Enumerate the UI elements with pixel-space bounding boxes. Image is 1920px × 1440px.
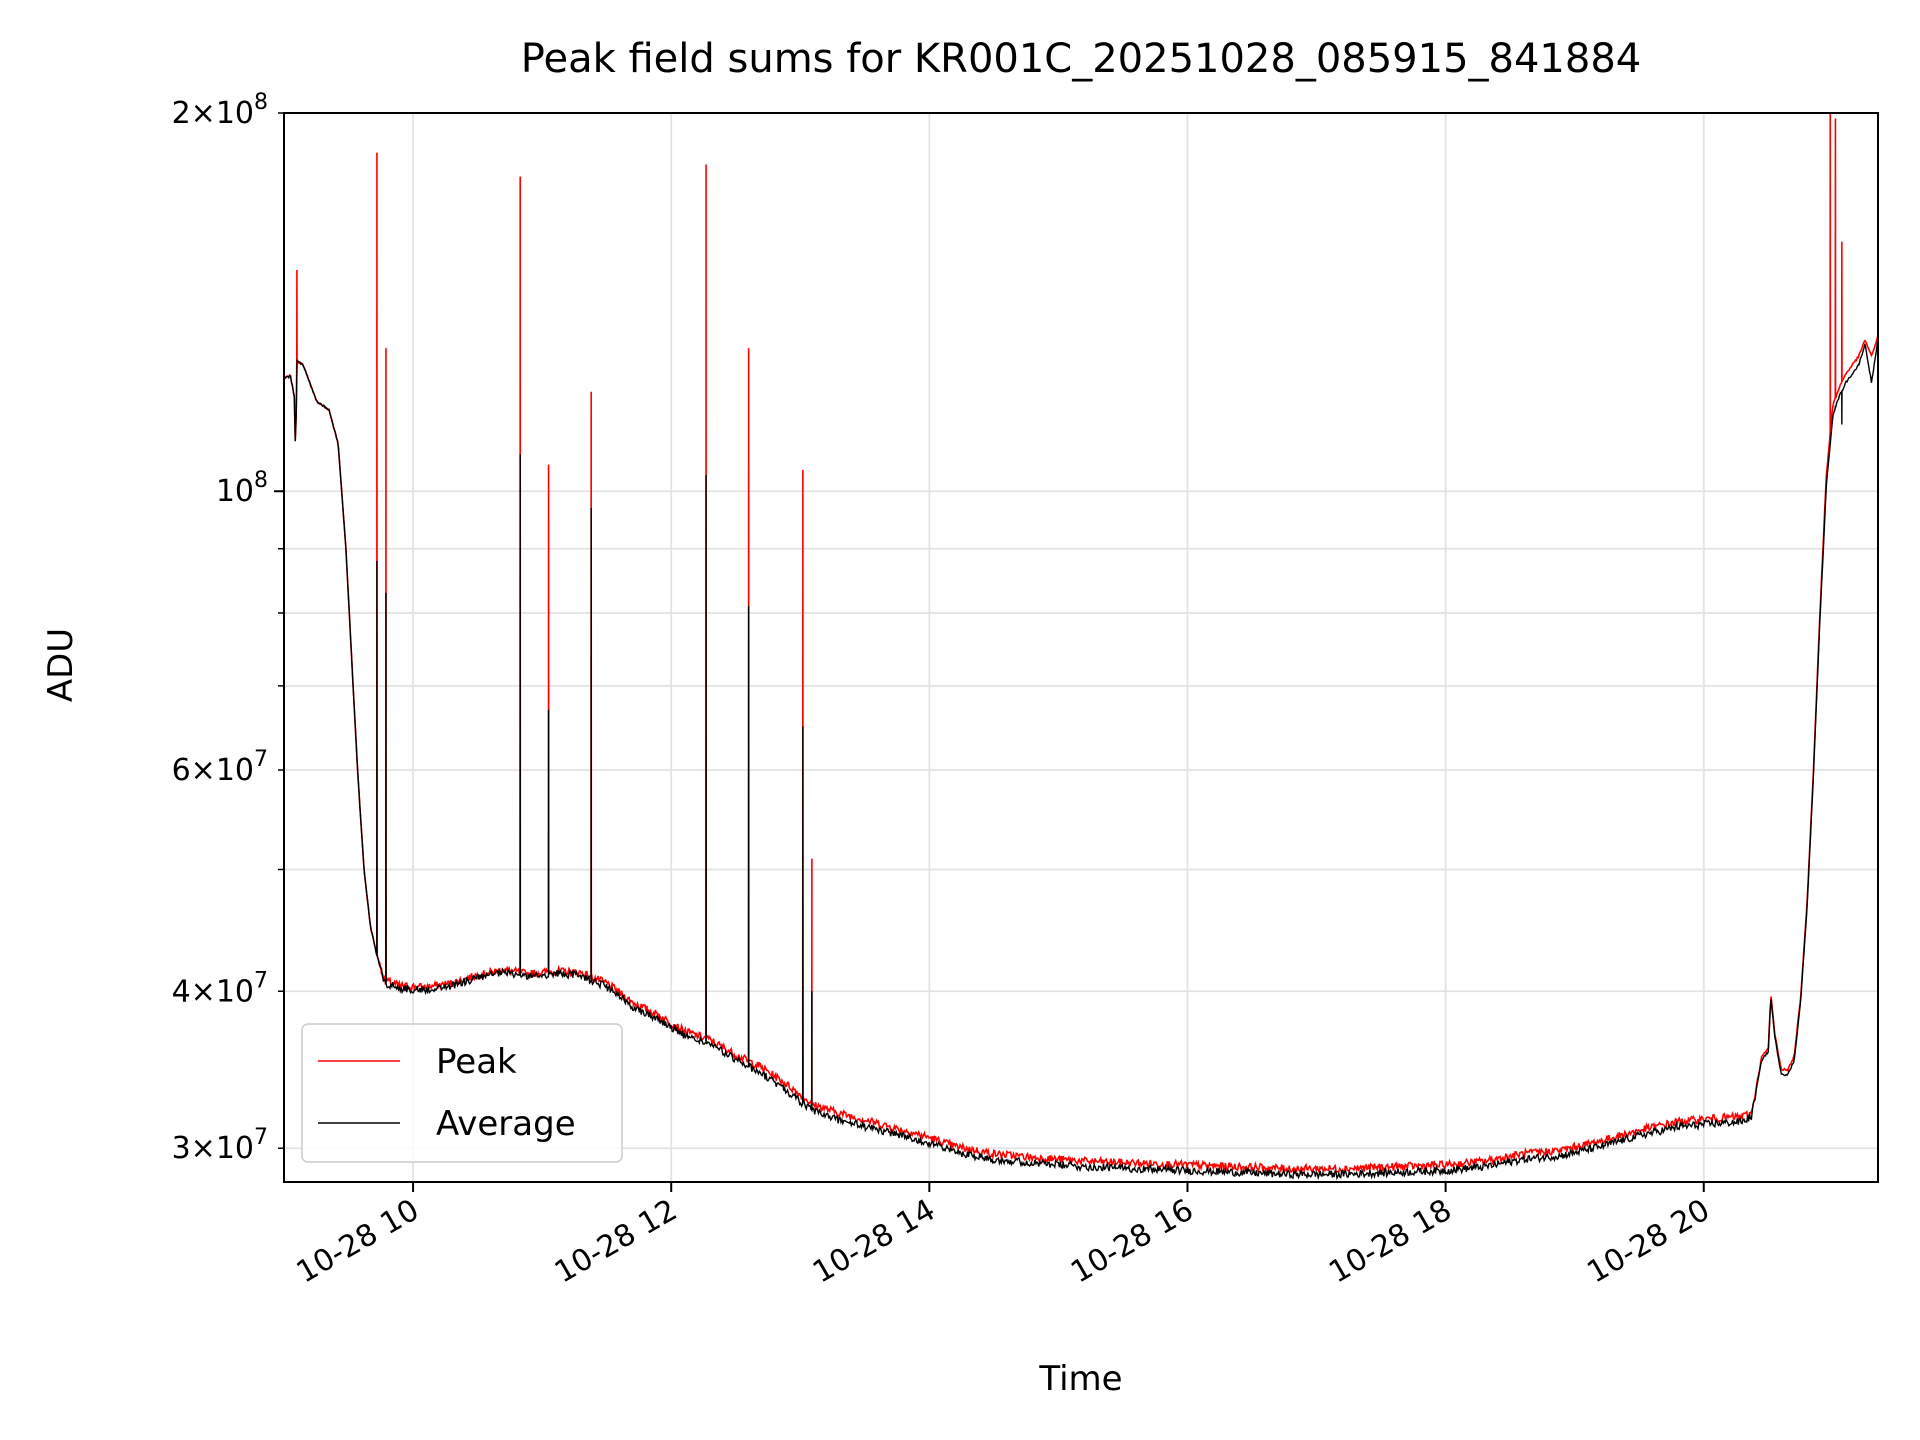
y-tick-label: 4×107 [172,968,268,1009]
legend: Peak Average [301,1023,623,1163]
y-tick-base: 10 [216,753,254,788]
y-tick-label: 3×107 [172,1125,268,1166]
y-tick-label: 2×108 [172,90,268,131]
y-tick-times: × [191,974,216,1009]
y-tick-exponent: 7 [254,1125,268,1150]
legend-label-average: Average [436,1104,576,1144]
y-tick-exponent: 8 [254,90,268,115]
y-tick-times: × [191,753,216,788]
series-line-average [283,338,1879,1181]
series-lines [283,112,1879,1181]
y-tick-mantissa: 4 [172,974,191,1009]
chart-title: Peak field sums for KR001C_20251028_0859… [521,36,1641,82]
y-axis-label: ADU [41,628,81,702]
y-tick-times: × [191,1131,216,1166]
y-tick-mantissa: 3 [172,1131,191,1166]
y-tick-exponent: 7 [254,747,268,772]
y-tick-base: 10 [216,474,254,509]
y-tick-base: 10 [216,1131,254,1166]
legend-box [301,1023,623,1163]
y-tick-times: × [191,96,216,131]
y-tick-base: 10 [216,96,254,131]
x-axis-label: Time [1038,1359,1122,1399]
y-tick-exponent: 7 [254,968,268,993]
y-tick-exponent: 8 [254,468,268,493]
y-tick-mantissa: 6 [172,753,191,788]
plot-frame [283,112,1879,1183]
y-tick-label: 6×107 [172,747,268,788]
y-tick-mantissa: 2 [172,96,191,131]
y-tick-label: 108 [216,468,268,509]
y-tick-base: 10 [216,974,254,1009]
legend-label-peak: Peak [436,1042,517,1082]
